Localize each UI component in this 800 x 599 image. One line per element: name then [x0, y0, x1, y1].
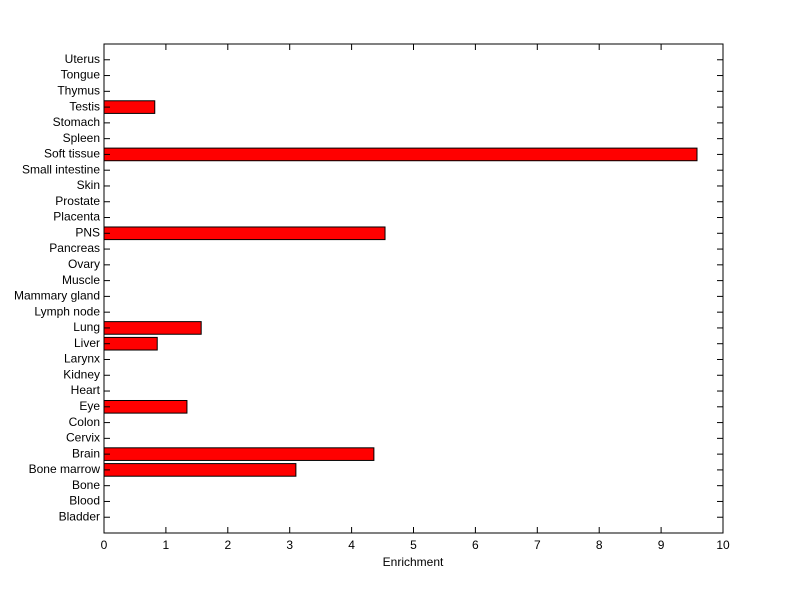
y-tick-label: Stomach [53, 115, 100, 129]
bar [103, 463, 297, 477]
y-tick-label: Liver [74, 336, 100, 350]
x-tick-label: 2 [224, 538, 231, 552]
x-tick-label: 4 [348, 538, 355, 552]
y-tick-label: Muscle [62, 273, 100, 287]
y-tick-label: Placenta [53, 210, 100, 224]
y-tick-label: Colon [69, 415, 100, 429]
x-tick-label: 7 [534, 538, 541, 552]
y-tick-label: Lung [73, 320, 100, 334]
bar [103, 447, 375, 461]
y-tick-label: Small intestine [22, 162, 100, 176]
y-tick-label: Bone [72, 478, 100, 492]
y-tick-label: Skin [77, 178, 100, 192]
y-tick-label: Bone marrow [29, 462, 101, 476]
y-tick-label: Blood [69, 494, 100, 508]
y-tick-label: Thymus [57, 83, 100, 97]
y-tick-label: Brain [72, 446, 100, 460]
y-tick-label: Kidney [63, 367, 100, 381]
y-tick-label: Soft tissue [44, 147, 100, 161]
bar [103, 321, 202, 335]
x-tick-label: 10 [716, 538, 730, 552]
x-tick-label: 6 [472, 538, 479, 552]
y-tick-label: Larynx [64, 352, 100, 366]
y-tick-label: Heart [71, 383, 101, 397]
y-tick-label: Prostate [55, 194, 100, 208]
y-tick-label: Ovary [68, 257, 100, 271]
y-tick-label: Pancreas [49, 241, 100, 255]
y-tick-label: Uterus [65, 52, 100, 66]
x-axis-label: Enrichment [383, 555, 444, 569]
y-tick-label: Eye [79, 399, 100, 413]
y-tick-label: Tongue [61, 68, 101, 82]
x-tick-label: 1 [163, 538, 170, 552]
y-tick-label: Mammary gland [14, 289, 100, 303]
bar [103, 147, 698, 162]
y-tick-label: Lymph node [34, 304, 100, 318]
y-tick-label: Bladder [59, 509, 100, 523]
x-tick-label: 3 [286, 538, 293, 552]
x-tick-label: 0 [101, 538, 108, 552]
y-tick-label: Cervix [66, 431, 100, 445]
bar [103, 399, 188, 414]
y-tick-label: Spleen [63, 131, 100, 145]
y-tick-label: Testis [69, 99, 100, 113]
x-tick-label: 8 [596, 538, 603, 552]
x-tick-label: 5 [410, 538, 417, 552]
y-tick-label: PNS [75, 225, 100, 239]
bar [103, 336, 158, 351]
x-tick-label: 9 [658, 538, 665, 552]
bar [103, 226, 386, 241]
bar [103, 100, 156, 114]
